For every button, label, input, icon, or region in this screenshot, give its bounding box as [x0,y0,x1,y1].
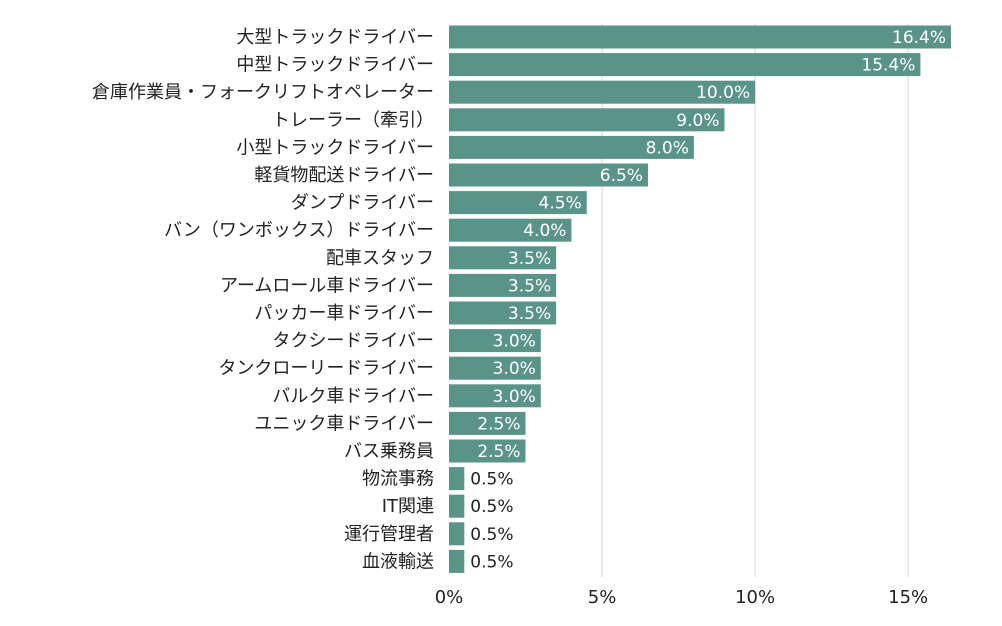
category-label: パッカー車ドライバー [254,303,434,324]
category-label: バルク車ドライバー [272,386,434,407]
category-label: バン（ワンボックス）ドライバー [164,220,434,241]
category-label: ダンプドライバー [291,193,434,214]
data-label: 3.0% [493,387,536,407]
data-label: 3.5% [508,249,551,269]
data-label: 9.0% [676,111,719,131]
category-label: 運行管理者 [344,524,434,545]
data-label: 4.5% [539,194,582,214]
data-label: 0.5% [470,497,513,517]
data-label: 8.0% [646,138,689,158]
x-tick-label: 5% [588,587,617,608]
data-label: 16.4% [892,28,946,48]
bars [449,25,952,573]
data-label: 0.5% [470,525,513,545]
bar [449,163,648,187]
value-labels: 16.4% 15.4% 10.0% 9.0% 8.0%6.5% 4.5% 4.0% 3.5% 3… [470,28,946,572]
bar [449,549,465,573]
category-label: タクシードライバー [272,331,434,352]
bar [449,80,756,104]
bar [449,494,465,518]
category-label: 軽貨物配送ドライバー [254,165,434,186]
data-label: 2.5% [477,414,520,434]
x-tick-label: 10% [735,587,775,608]
bar [449,273,557,297]
data-label: 3.0% [493,359,536,379]
bar [449,53,921,77]
data-label: 3.5% [508,304,551,324]
data-label: 4.0% [523,221,566,241]
grid-lines [601,24,909,577]
category-label: バス乗務員 [344,441,434,462]
x-tick-label: 15% [888,587,928,608]
category-label: タンクローリードライバー [218,358,434,379]
bar [449,246,557,270]
bar [449,329,541,353]
x-axis-ticks: 0% 5% 10% 15% [435,587,928,608]
x-tick-label: 0% [435,587,464,608]
data-label: 6.5% [600,166,643,186]
data-label: 10.0% [696,83,750,103]
category-label: 配車スタッフ [326,248,434,269]
category-label: 血液輸送 [362,551,434,572]
data-label: 3.0% [493,332,536,352]
category-label: 小型トラックドライバー [236,137,434,158]
bar [449,25,952,49]
bar [449,467,465,491]
bar [449,356,541,380]
bar [449,218,572,242]
bar [449,384,541,408]
data-label: 15.4% [861,56,915,76]
bar [449,108,725,132]
bar [449,439,526,463]
category-label: 物流事務 [362,469,434,490]
category-label: ユニック車ドライバー [254,413,434,434]
category-label: トレーラー（牽引） [272,110,434,131]
category-label: 大型トラックドライバー [236,27,434,48]
bar [449,301,557,325]
bar [449,411,526,435]
bar [449,191,587,215]
data-label: 0.5% [470,470,513,490]
data-label: 3.5% [508,276,551,296]
data-label: 0.5% [470,552,513,572]
data-label: 2.5% [477,442,520,462]
category-label: 中型トラックドライバー [236,55,434,76]
category-label: 倉庫作業員・フォークリフトオペレーター [92,82,434,103]
bar [449,522,465,546]
category-labels: 大型トラックドライバー中型トラックドライバー倉庫作業員・フォークリフトオペレータ… [92,27,434,572]
bar [449,135,694,159]
category-label: アームロール車ドライバー [220,275,434,296]
category-label: IT関連 [382,496,434,517]
